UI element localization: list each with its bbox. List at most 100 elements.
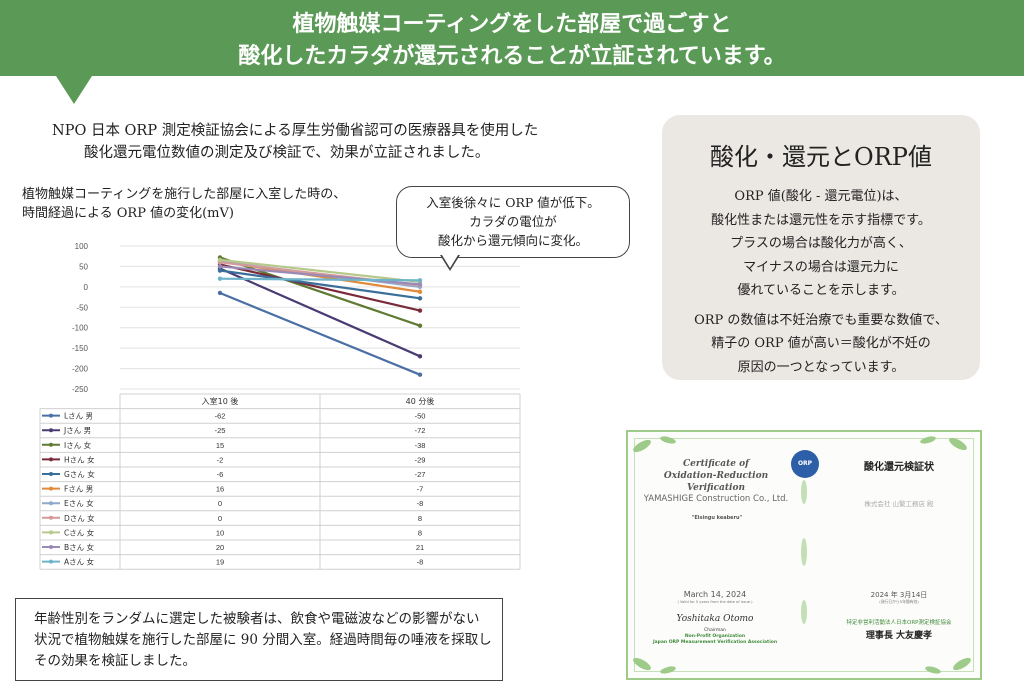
cert-jp-date: 2024 年 3月14日	[870, 591, 928, 599]
cert-en-title: Certificate of Oxidation-Reduction Verif…	[646, 458, 786, 494]
info-body: ORP 値(酸化 - 還元電位)は、 酸化性または還元性を示す指標です。 プラス…	[662, 185, 980, 379]
callout-bubble: 入室後徐々に ORP 値が低下。 カラダの電位が 酸化から還元傾向に変化。	[396, 186, 630, 258]
y-tick-label: -50	[76, 303, 88, 312]
info-line: 精子の ORP 値が高い＝酸化が不妊の	[711, 336, 931, 351]
series-line	[219, 265, 421, 286]
y-tick-label: -250	[72, 385, 89, 394]
data-label: -7	[417, 485, 424, 494]
legend-swatch-marker	[49, 457, 53, 462]
legend-series-name: Cさん 女	[64, 527, 95, 537]
info-line: 酸化性または還元性を示す指標です。	[711, 212, 931, 228]
info-line: ORP の数値は不妊治療でも重要な数値で、	[694, 312, 948, 328]
cert-en-date: March 14, 2024	[683, 590, 747, 599]
chart-caption: 植物触媒コーティングを施行した部屋に入室した時の、 時間経過による ORP 値の…	[22, 185, 346, 223]
series-line	[219, 269, 421, 300]
method-note-text: 年齢性別をランダムに選定した被験者は、飲食や電磁波などの影響がない 状況で植物触…	[34, 609, 494, 672]
y-tick-label: 100	[75, 242, 89, 251]
headline-line-2: 酸化したカラダが還元されることが立証されています。	[238, 44, 786, 69]
legend-series-name: Hさん 女	[64, 454, 95, 464]
callout-line-3: 酸化から還元傾向に変化。	[437, 233, 588, 248]
data-label: -72	[415, 426, 426, 435]
legend-series-name: Gさん 女	[64, 469, 95, 479]
cert-en-product: "Eisingu keaberu"	[691, 515, 743, 521]
series-point	[417, 308, 423, 313]
legend-swatch-marker	[49, 559, 53, 564]
data-label: -27	[415, 470, 426, 479]
cert-en-company: YAMASHIGE Construction Co., Ltd.	[643, 494, 789, 504]
headline-line-1: 植物触媒コーティングをした部屋で過ごすと	[292, 12, 732, 37]
orp-info-box: 酸化・還元とORP値 ORP 値(酸化 - 還元電位)は、 酸化性または還元性を…	[662, 115, 980, 380]
data-label: 0	[218, 499, 222, 508]
cert-jp-title: 酸化還元検証状	[864, 462, 934, 473]
callout-line-2: カラダの電位が	[469, 214, 557, 229]
data-label: 10	[216, 528, 224, 537]
data-label: -50	[415, 412, 426, 421]
y-tick-label: -200	[72, 365, 89, 374]
headline-banner: 植物触媒コーティングをした部屋で過ごすと 酸化したカラダが還元されることが立証さ…	[0, 0, 1024, 76]
info-title: 酸化・還元とORP値	[710, 143, 932, 171]
method-note-line-1: 年齢性別をランダムに選定した被験者は、飲食や電磁波などの影響がない	[34, 611, 480, 627]
data-label: 21	[416, 543, 424, 552]
data-label: -2	[217, 455, 224, 464]
series-line	[219, 256, 421, 327]
legend-swatch-marker	[49, 413, 53, 418]
legend-swatch-marker	[49, 501, 53, 506]
series-line	[219, 291, 421, 376]
method-note-line-3: その効果を検証しました。	[34, 653, 196, 669]
series-line	[219, 258, 421, 284]
orp-logo-icon: ORP	[791, 450, 819, 478]
data-label: -38	[415, 441, 426, 450]
series-point	[217, 276, 223, 281]
info-line: プラスの場合は酸化力が高く、	[730, 236, 912, 251]
cert-en-title-line-1: Certificate of	[683, 459, 749, 469]
y-tick-label: 50	[79, 262, 88, 271]
cert-en-body: "Eisingu keaberu"	[642, 512, 792, 521]
data-label: -6	[217, 470, 224, 479]
info-line: ORP 値(酸化 - 還元電位)は、	[734, 189, 908, 204]
series-point	[217, 264, 223, 269]
legend-series-name: Lさん 男	[64, 412, 93, 421]
series-point	[217, 268, 223, 273]
data-label: 15	[216, 441, 224, 450]
legend-swatch-marker	[49, 545, 53, 549]
series-point	[217, 257, 223, 263]
legend-series-name: Eさん 女	[64, 498, 94, 508]
series-line	[219, 277, 421, 282]
callout-tail-fill	[442, 255, 458, 268]
method-note-box: 年齢性別をランダムに選定した被験者は、飲食や電磁波などの影響がない 状況で植物触…	[15, 598, 503, 681]
intro-text: NPO 日本 ORP 測定検証協会による厚生労働省認可の医療器具を使用した 酸化…	[52, 120, 572, 164]
series-line	[219, 263, 421, 312]
legend-series-name: Iさん 女	[64, 440, 92, 450]
legend-swatch-marker	[49, 472, 53, 476]
cert-en-chairman: Chairman Non-Profit Organization Japan O…	[650, 628, 780, 646]
data-label: 19	[216, 558, 224, 567]
info-line: マイナスの場合は還元力に	[743, 259, 899, 275]
callout-line-1: 入室後徐々に ORP 値が低下。	[426, 195, 600, 210]
series-point	[417, 323, 423, 328]
x-category-label: 40 分後	[406, 396, 435, 406]
leaf-border-icon	[633, 436, 971, 674]
legend-series-name: Bさん 女	[64, 542, 95, 552]
data-label: -8	[417, 499, 424, 508]
certificate-inner-border	[634, 438, 974, 672]
legend-swatch-marker	[49, 515, 53, 520]
series-point	[417, 296, 423, 301]
x-category-label: 入室10 後	[202, 396, 239, 406]
series-line	[219, 267, 421, 358]
cert-jp-company: 株式会社 山繁工務店 殿	[864, 500, 934, 508]
y-tick-label: -150	[72, 344, 89, 353]
data-label: -25	[215, 426, 226, 435]
legend-series-name: Jさん 男	[63, 426, 91, 435]
data-label: 8	[418, 514, 422, 523]
cert-en-title-line-2: Oxidation-Reduction Verification	[663, 471, 769, 493]
intro-line-2: 酸化還元電位数値の測定及び検証で、効果が立証されました。	[84, 145, 490, 161]
legend-swatch-marker	[49, 530, 53, 535]
series-point	[417, 289, 423, 294]
data-label: 8	[418, 528, 422, 537]
data-label: 0	[218, 514, 222, 523]
cert-en-signature: Yoshitaka Otomo	[676, 614, 754, 624]
series-point	[417, 354, 423, 359]
method-note-line-2: 状況で植物触媒を施行した部屋に 90 分間入室。経過時間毎の唾液を採取し	[34, 632, 492, 648]
y-tick-label: -100	[72, 324, 89, 333]
